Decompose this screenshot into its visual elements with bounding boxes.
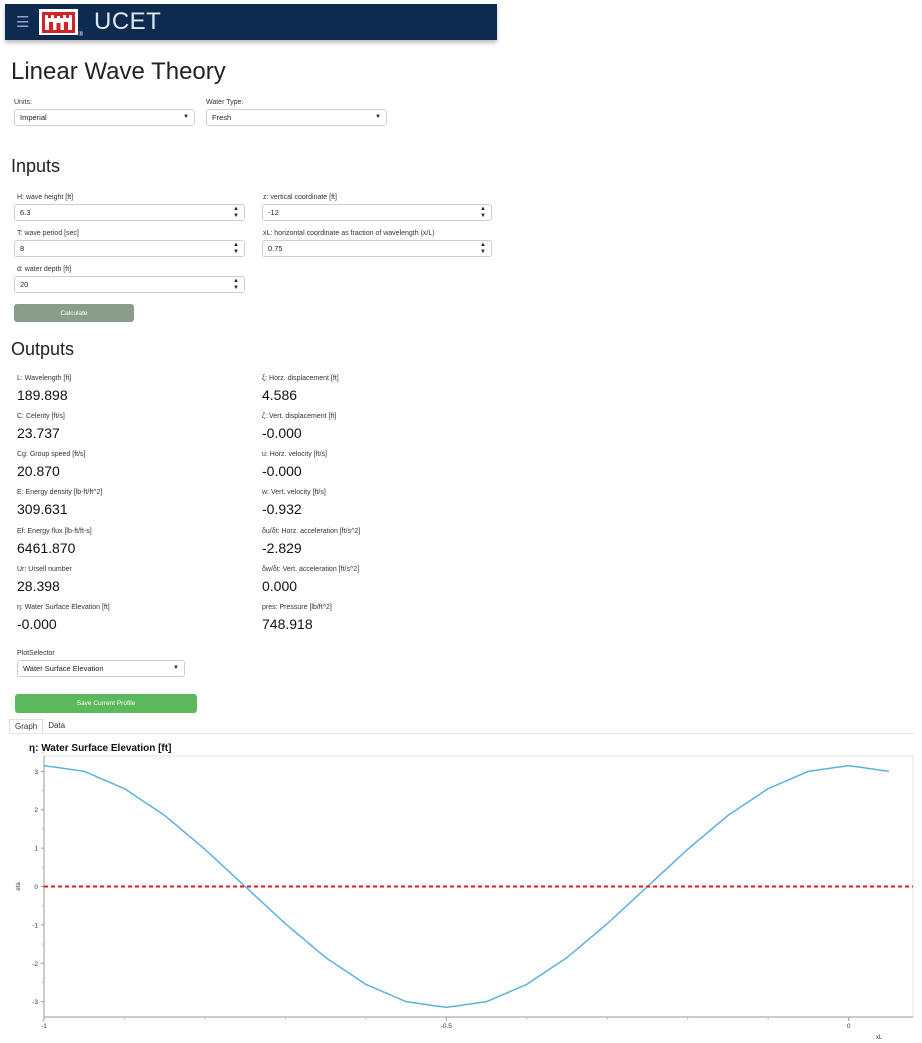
chevron-down-icon: ▼	[173, 665, 179, 671]
hamburger-icon[interactable]: ☰	[16, 14, 30, 31]
water-depth-label: d: water depth [ft]	[17, 266, 72, 273]
x-tick-label: 0	[847, 1023, 851, 1030]
energy-flux-label: Ef: Energy flux [lb-ft/ft-s]	[17, 528, 92, 535]
tab-graph[interactable]: Graph	[9, 719, 44, 733]
horz-acceleration-label: δu/δt: Horz. acceleration [ft/s^2]	[262, 528, 361, 535]
y-tick-label: 1	[34, 846, 38, 853]
plot-selector-label: PlotSelector	[17, 650, 55, 657]
top-navbar: ☰ ® UCET	[5, 4, 497, 40]
horizontal-coordinate-value: 0.75	[268, 244, 283, 253]
vert-displacement-value: -0.000	[262, 425, 302, 441]
pressure-value: 748.918	[262, 616, 313, 632]
wavelength-value: 189.898	[17, 387, 68, 403]
inputs-heading: Inputs	[11, 156, 61, 176]
wave-height-input[interactable]: 6.3 ▲ ▼	[14, 204, 245, 221]
tab-data[interactable]: Data	[48, 721, 66, 730]
spinner-icon[interactable]: ▲ ▼	[480, 206, 486, 219]
y-tick-label: -3	[32, 999, 38, 1006]
water-surface-elevation-value: -0.000	[17, 616, 57, 632]
y-tick-label: 0	[34, 884, 38, 891]
wave-height-label: H: wave height [ft]	[17, 194, 74, 201]
vert-velocity-label: w: Vert. velocity [ft/s]	[262, 489, 326, 496]
chevron-down-icon: ▼	[183, 114, 189, 120]
horz-acceleration-value: -2.829	[262, 540, 302, 556]
vert-acceleration-value: 0.000	[262, 578, 298, 594]
celerity-value: 23.737	[17, 425, 60, 441]
plot-selector-select[interactable]: Water Surface Elevation ▼	[17, 660, 185, 677]
energy-density-label: E: Energy density [lb-ft/ft^2]	[17, 489, 103, 496]
ursell-number-label: Ur: Ursell number	[17, 566, 72, 573]
vert-displacement-label: ζ: Vert. displacement [ft]	[262, 413, 337, 420]
wave-height-value: 6.3	[20, 208, 31, 217]
water-depth-input[interactable]: 20 ▲ ▼	[14, 276, 245, 293]
energy-density-value: 309.631	[17, 501, 68, 517]
plot-selector-value: Water Surface Elevation	[23, 664, 104, 673]
water-type-select[interactable]: Fresh ▼	[206, 109, 387, 126]
chart-title: η: Water Surface Elevation [ft]	[29, 743, 172, 754]
wavelength-label: L: Wavelength [ft]	[17, 375, 72, 382]
units-select[interactable]: Imperial ▼	[14, 109, 195, 126]
horz-velocity-value: -0.000	[262, 463, 302, 479]
save-profile-button[interactable]: Save Current Profile	[15, 694, 197, 713]
vertical-coordinate-label: z: vertical coordinate [ft]	[263, 194, 337, 201]
y-axis-title: eta	[16, 882, 22, 891]
vertical-coordinate-input[interactable]: -12 ▲ ▼	[262, 204, 492, 221]
outputs-heading: Outputs	[11, 339, 75, 359]
spinner-icon[interactable]: ▲ ▼	[233, 206, 239, 219]
energy-flux-value: 6461.870	[17, 540, 76, 556]
vert-acceleration-label: δw/δt: Vert. acceleration [ft/s^2]	[262, 566, 360, 573]
vert-velocity-value: -0.932	[262, 501, 302, 517]
wave-period-input[interactable]: 8 ▲ ▼	[14, 240, 245, 257]
x-axis-title: xL	[876, 1035, 883, 1041]
y-tick-label: 3	[34, 769, 38, 776]
y-tick-label: -1	[32, 922, 38, 929]
horz-velocity-label: u: Horz. velocity [ft/s]	[262, 451, 327, 458]
y-tick-label: -2	[32, 961, 38, 968]
usace-castle-icon[interactable]: ®	[39, 9, 83, 38]
spinner-icon[interactable]: ▲ ▼	[480, 242, 486, 255]
view-tabs: Graph Data	[9, 719, 70, 733]
celerity-label: C: Celerity [ft/s]	[17, 413, 65, 420]
water-type-select-value: Fresh	[212, 113, 232, 122]
ursell-number-value: 28.398	[17, 578, 60, 594]
chart-axes: 3 2 1 0 -1 -2 -3 -1 -0.5 0 eta xL	[16, 752, 914, 1041]
chart-marks	[43, 764, 913, 1009]
group-speed-value: 20.870	[17, 463, 60, 479]
page-title: Linear Wave Theory	[11, 58, 226, 85]
units-select-value: Imperial	[20, 113, 47, 122]
spinner-icon[interactable]: ▲ ▼	[233, 242, 239, 255]
x-tick-label: -0.5	[441, 1023, 453, 1030]
water-depth-value: 20	[20, 280, 29, 289]
horizontal-coordinate-input[interactable]: 0.75 ▲ ▼	[262, 240, 492, 257]
group-speed-label: Cg: Group speed [ft/s]	[17, 451, 86, 458]
water-surface-elevation-label: η: Water Surface Elevation [ft]	[17, 604, 110, 611]
calculate-button[interactable]: Calculate	[14, 304, 134, 322]
elevation-series-line	[43, 764, 890, 1009]
vertical-coordinate-value: -12	[268, 208, 279, 217]
horz-displacement-label: ξ: Horz. displacement [ft]	[262, 375, 339, 382]
wave-period-label: T: wave period [sec]	[17, 230, 79, 237]
tab-divider	[9, 733, 914, 734]
water-surface-chart: 3 2 1 0 -1 -2 -3 -1 -0.5 0 eta xL	[16, 752, 914, 1041]
horizontal-coordinate-label: xL: horizontal coordinate as fraction of…	[263, 230, 435, 237]
app-title: UCET	[94, 8, 162, 35]
units-label: Units:	[14, 99, 32, 106]
horz-displacement-value: 4.586	[262, 387, 298, 403]
wave-period-value: 8	[20, 244, 25, 253]
water-type-label: Water Type:	[206, 99, 244, 106]
y-tick-label: 2	[34, 807, 38, 814]
x-tick-label: -1	[41, 1023, 47, 1030]
chevron-down-icon: ▼	[375, 114, 381, 120]
pressure-label: pres: Pressure [lb/ft^2]	[262, 604, 332, 611]
spinner-icon[interactable]: ▲ ▼	[233, 278, 239, 291]
